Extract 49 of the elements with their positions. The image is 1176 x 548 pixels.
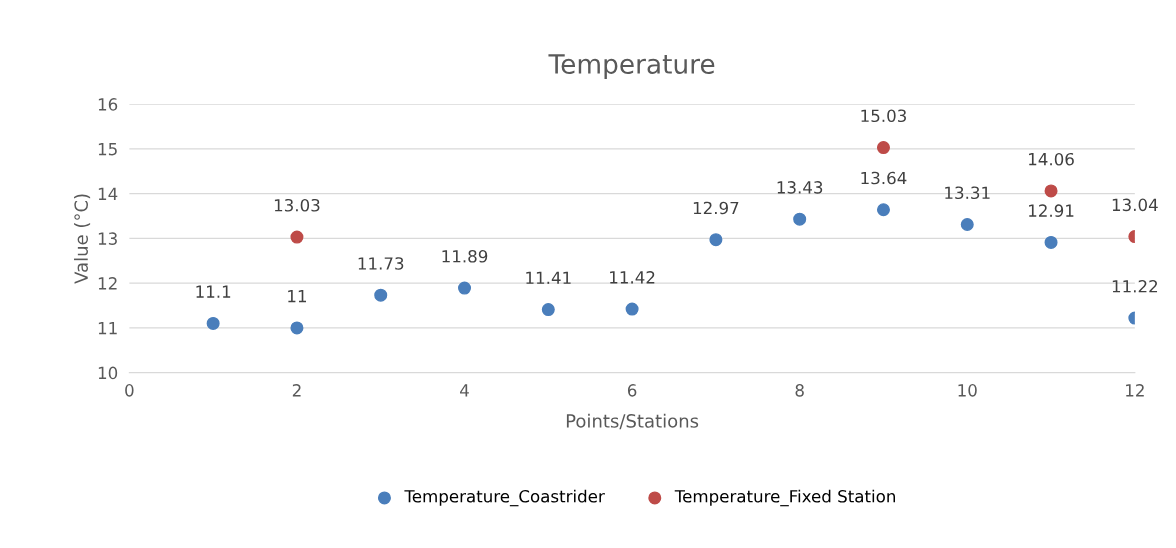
y-tick-label: 10 — [98, 366, 118, 380]
point — [206, 316, 220, 330]
point — [876, 203, 890, 217]
chart-title: Temperature — [548, 54, 715, 80]
x-tick-label: 0 — [125, 384, 134, 397]
data-label: 11.73 — [358, 257, 404, 270]
x-tick-label: 10 — [958, 384, 977, 397]
point — [290, 230, 304, 244]
data-label: 11 — [288, 290, 306, 303]
y-axis-title: Value (°C) — [74, 194, 91, 284]
point — [290, 321, 304, 335]
point — [793, 212, 807, 226]
data-label: 14.06 — [1029, 152, 1074, 166]
point — [541, 303, 555, 317]
data-label: 13.31 — [945, 186, 990, 200]
x-tick-label: 8 — [795, 384, 804, 397]
data-label: 12.97 — [693, 201, 739, 215]
y-tick-label: 14 — [98, 187, 118, 200]
point — [876, 141, 890, 155]
data-label: 13.03 — [274, 198, 320, 212]
data-label: 13.64 — [861, 171, 907, 185]
x-tick-label: 6 — [627, 384, 637, 397]
data-label: 12.91 — [1029, 204, 1074, 217]
point — [374, 288, 388, 302]
legend-label: Temperature_Coastrider — [404, 489, 605, 507]
x-axis-title: Points/Stations — [566, 413, 699, 430]
x-tick-label: 12 — [1126, 384, 1144, 397]
point — [625, 302, 639, 316]
x-tick-label: 2 — [292, 384, 301, 397]
point — [709, 233, 723, 247]
point — [1044, 184, 1058, 198]
x-tick-label: 4 — [460, 384, 469, 397]
data-label: 11.22 — [1112, 279, 1158, 293]
legend-label: Temperature_Fixed Station — [674, 489, 895, 507]
data-label: 13.04 — [1112, 198, 1158, 212]
y-tick-label: 12 — [98, 277, 117, 290]
point — [1044, 235, 1058, 249]
y-tick-label: 13 — [98, 232, 117, 245]
data-label: 11.42 — [610, 271, 655, 284]
point — [960, 218, 974, 232]
data-label: 11.1 — [196, 285, 231, 298]
data-label: 11.89 — [442, 250, 488, 263]
data-label: 15.03 — [861, 109, 906, 123]
point — [458, 281, 472, 295]
y-tick-label: 11 — [98, 322, 117, 335]
data-label: 13.43 — [777, 181, 823, 194]
y-tick-label: 15 — [98, 143, 117, 156]
y-tick-label: 16 — [98, 98, 118, 111]
data-label: 11.41 — [526, 271, 571, 284]
